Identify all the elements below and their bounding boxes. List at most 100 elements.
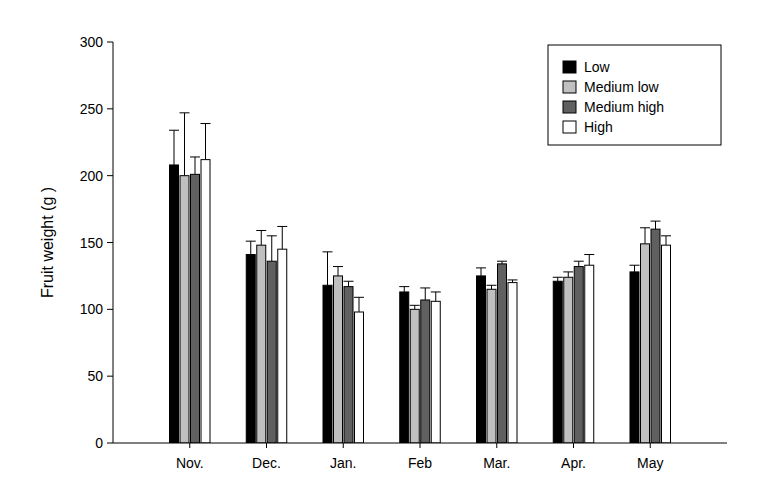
- y-tick: [107, 242, 113, 243]
- x-tick-label: Feb: [408, 455, 432, 471]
- error-cap: [508, 279, 518, 280]
- chart: 050100150200250300Nov.Dec.Jan.FebMar.Apr…: [0, 0, 761, 488]
- error-cap: [354, 297, 364, 298]
- error-bar: [634, 265, 635, 272]
- error-bar: [557, 277, 558, 281]
- error-bar: [404, 287, 405, 292]
- error-bar: [568, 272, 569, 277]
- error-cap: [256, 230, 266, 231]
- x-tick: [266, 443, 267, 448]
- bar: [641, 244, 650, 443]
- bar: [334, 276, 343, 443]
- error-cap: [563, 271, 573, 272]
- error-bar: [174, 130, 175, 165]
- legend-swatch: [563, 81, 576, 93]
- bar: [170, 165, 179, 443]
- x-tick: [496, 443, 497, 448]
- error-cap: [661, 235, 671, 236]
- x-tick-label: May: [637, 455, 663, 471]
- error-bar: [425, 288, 426, 300]
- error-bar: [414, 305, 415, 309]
- bar: [191, 174, 200, 443]
- bar: [323, 285, 332, 443]
- error-cap: [323, 251, 333, 252]
- bar: [564, 277, 573, 443]
- bar: [508, 283, 517, 443]
- y-tick-label: 200: [80, 168, 104, 184]
- y-tick-label: 50: [87, 368, 103, 384]
- error-cap: [399, 286, 409, 287]
- x-tick: [650, 443, 651, 448]
- error-cap: [201, 123, 211, 124]
- bars: [169, 113, 671, 443]
- error-bar: [250, 241, 251, 254]
- legend-box: [548, 45, 721, 145]
- error-bar: [578, 261, 579, 266]
- error-cap: [497, 261, 507, 262]
- x-tick-label: Apr.: [561, 455, 586, 471]
- x-tick: [189, 443, 190, 448]
- bar: [498, 264, 507, 443]
- y-tick: [107, 108, 113, 109]
- error-bar: [435, 292, 436, 301]
- error-cap: [277, 226, 287, 227]
- error-cap: [169, 130, 179, 131]
- error-bar: [271, 236, 272, 261]
- error-cap: [431, 291, 441, 292]
- error-bar: [481, 268, 482, 276]
- legend-swatch: [563, 101, 576, 113]
- error-bar: [348, 281, 349, 286]
- error-cap: [246, 241, 256, 242]
- error-cap: [190, 156, 200, 157]
- y-tick-label: 0: [95, 435, 103, 451]
- error-bar: [195, 157, 196, 174]
- bar: [246, 255, 255, 443]
- error-cap: [420, 287, 430, 288]
- bar: [180, 176, 189, 443]
- legend-label: Low: [584, 59, 611, 75]
- y-axis-label: Fruit weight (g ): [39, 187, 56, 298]
- bar: [421, 300, 430, 443]
- legend: LowMedium lowMedium highHigh: [548, 45, 721, 145]
- error-bar: [338, 267, 339, 276]
- error-cap: [267, 235, 277, 236]
- error-cap: [640, 227, 650, 228]
- bar: [201, 160, 210, 443]
- x-tick-label: Nov.: [176, 455, 204, 471]
- y-tick-label: 250: [80, 101, 104, 117]
- bar: [410, 309, 419, 443]
- error-bar: [491, 285, 492, 289]
- error-cap: [584, 254, 594, 255]
- x-tick: [343, 443, 344, 448]
- bar: [574, 267, 583, 443]
- legend-swatch: [563, 121, 576, 133]
- bar: [630, 272, 639, 443]
- error-cap: [344, 281, 354, 282]
- y-tick-label: 100: [80, 301, 104, 317]
- error-cap: [410, 305, 420, 306]
- error-cap: [476, 267, 486, 268]
- error-bar: [645, 228, 646, 244]
- legend-label: High: [584, 119, 613, 135]
- y-tick: [107, 443, 113, 444]
- bar: [267, 261, 276, 443]
- bar: [355, 312, 364, 443]
- error-bar: [666, 236, 667, 245]
- y-tick: [107, 175, 113, 176]
- error-bar: [261, 230, 262, 245]
- y-tick-label: 300: [80, 34, 104, 50]
- bar: [487, 289, 496, 443]
- bar: [278, 249, 287, 443]
- error-cap: [553, 277, 563, 278]
- error-cap: [180, 112, 190, 113]
- error-bar: [589, 255, 590, 266]
- x-tick: [420, 443, 421, 448]
- bar: [257, 245, 266, 443]
- error-bar: [282, 226, 283, 249]
- x-tick: [573, 443, 574, 448]
- x-tick-label: Mar.: [483, 455, 510, 471]
- error-bar: [327, 252, 328, 285]
- error-cap: [333, 266, 343, 267]
- error-bar: [205, 124, 206, 160]
- y-tick: [107, 376, 113, 377]
